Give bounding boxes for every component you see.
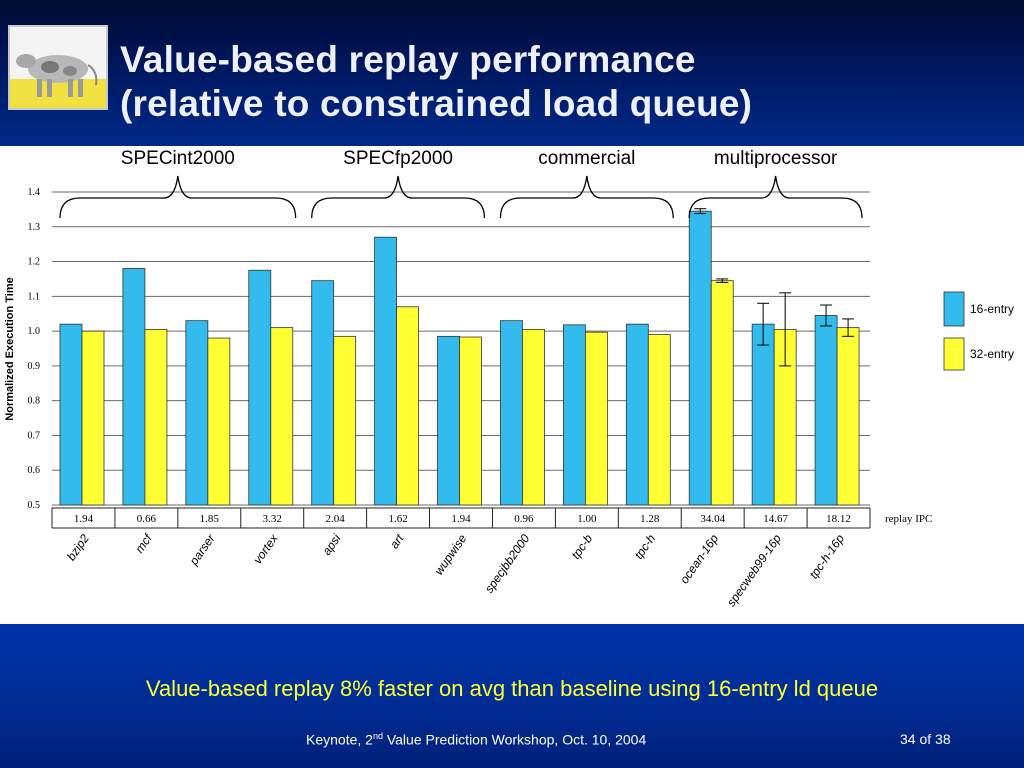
ipc-value: 1.00 [577,513,597,525]
bar-16-entry [814,315,838,506]
page-number: 34 of 38 [900,731,951,747]
ipc-value: 0.66 [137,513,157,525]
y-axis-title: Normalized Execution Time [4,277,16,420]
group-label: SPECfp2000 [343,148,453,169]
ipc-value: 3.32 [263,513,282,525]
bar-16-entry [688,210,712,506]
y-tick-label: 0.9 [28,361,41,372]
slide-header: Value-based replay performance (relative… [0,0,1024,146]
y-tick-label: 1.4 [28,187,41,198]
bar-chart: 0.5 0.6 0.7 0.8 0.9 1.0 1.1 1.2 1.3 1.4 Normalized… [4,148,1014,609]
category-label: specjbb2000 [482,531,533,595]
y-tick-label: 0.8 [28,396,41,407]
y-tick-label: 1.2 [28,257,41,268]
bar-16-entry [751,323,775,506]
group-label: multiprocessor [714,148,838,169]
category-label: wupwise [432,531,470,577]
ipc-value: 1.94 [451,513,471,525]
category-label: apsi [320,531,344,557]
bar-32-entry [647,334,671,506]
ipc-value: 0.96 [514,513,534,525]
group-label: commercial [538,148,635,169]
category-label: tpc-h [631,531,658,561]
bar-16-entry [248,269,272,506]
legend-label-32-entry: 32-entry [970,347,1014,361]
bar-32-entry [144,328,168,506]
ipc-value: 1.62 [388,513,407,525]
category-label: tpc-h-16p [806,531,847,581]
category-label: bzip2 [64,531,92,563]
ipc-value: 1.94 [74,513,94,525]
bar-32-entry [81,330,105,506]
group-brace [59,175,297,219]
y-tick-label: 0.5 [28,500,41,511]
title-line-2: (relative to constrained load queue) [120,83,753,124]
group-label: SPECint2000 [121,148,235,169]
cow-logo [8,25,108,110]
y-tick-label: 0.6 [28,465,41,476]
bar-16-entry [625,323,649,506]
bar-32-entry [522,328,545,506]
y-tick-label: 1.1 [28,291,41,302]
ipc-row-label: replay IPC [885,513,932,525]
bar-32-entry [710,280,734,506]
chart-area: 0.5 0.6 0.7 0.8 0.9 1.0 1.1 1.2 1.3 1.4 Normalized… [0,146,1024,624]
bar-16-entry [437,335,460,506]
category-label: tpc-b [569,531,596,561]
bar-16-entry [562,324,586,506]
ipc-value: 2.04 [326,513,346,525]
category-label: ocean-16p [677,531,721,586]
bar-32-entry [396,306,420,506]
legend-label-16-entry: 16-entry [970,302,1014,316]
slide-title: Value-based replay performance (relative… [120,38,752,126]
ipc-value: 18.12 [826,513,851,525]
bar-16-entry [59,323,83,506]
legend-swatch-32-entry [943,337,965,371]
y-tick-label: 1.0 [28,326,41,337]
category-label: mcf [132,530,156,555]
bar-32-entry [270,327,294,506]
footer-credit-post: Value Prediction Workshop, Oct. 10, 2004 [382,731,647,748]
category-label: parser [186,531,218,569]
category-label: art [387,531,407,551]
bar-16-entry [311,280,335,506]
bar-32-entry [333,335,357,506]
category-label: vortex [250,531,281,567]
group-brace [499,175,674,219]
bar-32-entry [459,336,482,506]
bar-16-entry [122,268,146,506]
category-label: specweb99-16p [724,531,784,609]
bar-32-entry [584,331,608,506]
footer-credit: Keynote, 2nd Value Prediction Workshop, … [306,731,646,748]
group-brace [688,175,863,219]
bar-32-entry [207,337,231,506]
title-line-1: Value-based replay performance [120,39,696,80]
ipc-value: 34.04 [700,513,725,525]
group-brace [311,175,486,219]
footer-credit-pre: Keynote, 2 [306,731,373,748]
ipc-value: 1.85 [200,513,220,525]
bar-16-entry [374,236,398,506]
y-tick-label: 0.7 [28,430,41,441]
bar-16-entry [500,320,523,506]
slide-footer: Value-based replay 8% faster on avg than… [0,624,1024,768]
takeaway-text: Value-based replay 8% faster on avg than… [145,676,879,701]
legend-swatch-16-entry [943,291,965,327]
footer-credit-sup: nd [372,731,383,741]
bar-32-entry [836,327,860,506]
y-tick-label: 1.3 [28,222,41,233]
ipc-value: 14.67 [763,513,788,525]
bar-16-entry [185,320,209,506]
ipc-value: 1.28 [640,513,660,525]
